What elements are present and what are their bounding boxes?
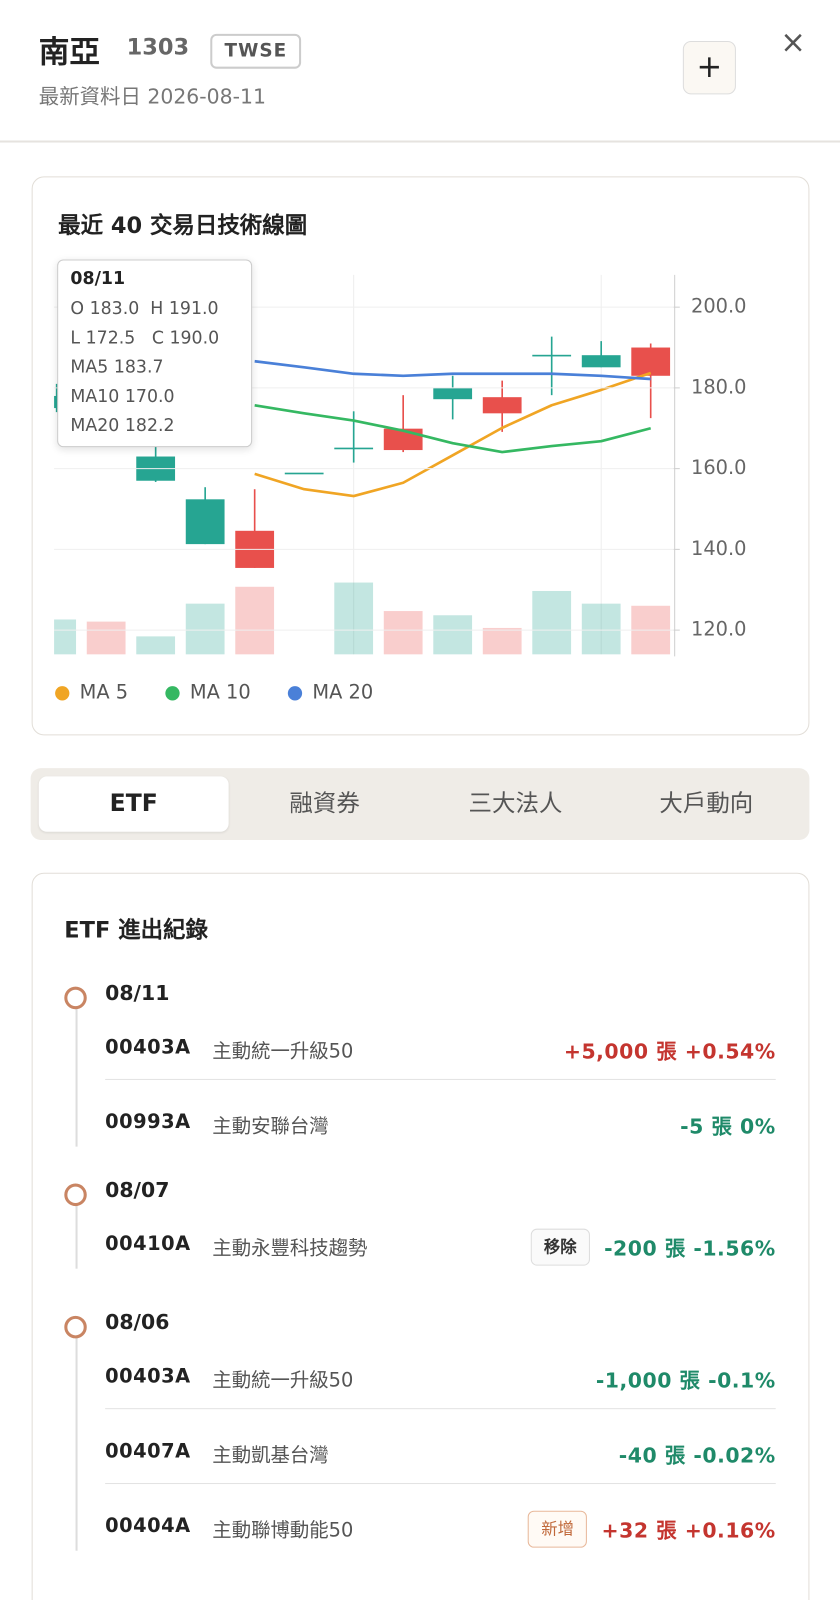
etf-code: 00403A <box>105 1365 191 1388</box>
tab[interactable]: ETF <box>38 776 229 832</box>
tooltip-line: O 183.0 H 191.0 <box>70 298 219 319</box>
candlestick-chart: 120.0 140.0 160.0 180.0 200.0 <box>54 274 746 657</box>
y-tick-label: 140.0 <box>691 537 746 560</box>
etf-row: 00403A 主動統一升級50 -1,000 張 -0.1% <box>105 1357 776 1398</box>
etf-code: 00993A <box>105 1110 191 1134</box>
candle-body <box>284 472 324 475</box>
timeline-line <box>75 1008 78 1147</box>
ma-line <box>254 359 651 381</box>
etf-row: 00404A 主動聯博動能50 +32 張 +0.16% 新增 <box>105 1507 776 1548</box>
group-date: 08/07 <box>105 1177 170 1203</box>
candle-body <box>185 499 225 545</box>
tooltip-line: MA5 183.7 <box>70 356 164 378</box>
header-divider <box>0 140 840 143</box>
candle-body <box>334 447 374 450</box>
volume-bar <box>235 586 275 655</box>
row-divider <box>105 1483 776 1485</box>
etf-card <box>31 872 810 1600</box>
legend-label: MA 20 <box>312 680 374 704</box>
plot-area <box>54 336 671 655</box>
volume-bar <box>334 582 374 655</box>
etf-name: 主動統一升級50 <box>212 1369 354 1392</box>
ma-line <box>254 403 652 454</box>
group-date: 08/11 <box>105 980 170 1006</box>
etf-change: -1,000 張 -0.1% <box>595 1368 776 1393</box>
candle-body <box>631 347 671 376</box>
candle-body <box>433 387 473 400</box>
legend-swatch <box>287 686 303 701</box>
tab[interactable]: 大戶動向 <box>659 790 754 818</box>
volume-bar <box>136 636 176 655</box>
etf-name: 主動安聯台灣 <box>212 1114 329 1138</box>
volume-bar <box>532 590 572 655</box>
volume-bar <box>433 615 473 655</box>
etf-code: 00410A <box>105 1232 191 1256</box>
etf-row: 00407A 主動凱基台灣 -40 張 -0.02% <box>105 1432 776 1473</box>
tooltip-date: 08/11 <box>70 268 126 290</box>
etf-row: 00403A 主動統一升級50 +5,000 張 +0.54% <box>105 1028 776 1069</box>
latest-date: 最新資料日 2026-08-11 <box>38 84 266 109</box>
stock-name: 南亞 <box>38 34 101 71</box>
stock-code: 1303 <box>126 34 190 61</box>
timeline-line <box>75 1337 78 1551</box>
etf-change: -5 張 0% <box>680 1113 776 1139</box>
etf-tag: 移除 <box>530 1228 590 1266</box>
volume-bar <box>581 603 621 655</box>
tab-bar: ETF 融資券 三大法人 大戶動向 <box>30 768 810 840</box>
etf-tag: 新增 <box>528 1510 588 1548</box>
timeline-line <box>75 1205 78 1269</box>
legend-label: MA 5 <box>79 680 129 704</box>
add-button[interactable]: + <box>682 41 736 95</box>
timeline-dot <box>64 1315 87 1339</box>
tab[interactable]: 融資券 <box>289 790 360 818</box>
tab[interactable]: 三大法人 <box>468 790 563 818</box>
etf-change: -40 張 -0.02% <box>618 1443 776 1468</box>
tooltip-line: MA20 182.2 <box>70 415 175 436</box>
y-tick-label: 200.0 <box>691 295 746 318</box>
tooltip: 08/11 O 183.0 H 191.0 L 172.5 C 190.0 MA5 … <box>57 259 253 448</box>
etf-name: 主動凱基台灣 <box>212 1444 329 1467</box>
etf-change: -200 張 -1.56% <box>604 1235 776 1261</box>
etf-name: 主動統一升級50 <box>212 1039 354 1063</box>
candle-body <box>482 397 522 414</box>
row-divider <box>105 1078 776 1080</box>
timeline-dot <box>64 986 87 1010</box>
legend-swatch <box>55 686 70 701</box>
etf-code: 00407A <box>105 1439 191 1463</box>
candle-body <box>581 355 621 368</box>
exchange-badge: TWSE <box>210 33 302 69</box>
row-divider <box>105 1408 776 1410</box>
volume-bar <box>185 603 225 655</box>
etf-code: 00404A <box>105 1514 191 1538</box>
chart-title: 最近 40 交易日技術線圖 <box>58 213 308 239</box>
etf-name: 主動永豐科技趨勢 <box>212 1236 368 1260</box>
y-tick-label: 180.0 <box>691 375 746 398</box>
volume-bar <box>54 619 77 655</box>
ma-line <box>254 371 652 498</box>
y-tick-label: 160.0 <box>691 456 746 479</box>
volume-bar <box>482 627 522 655</box>
close-button[interactable]: × <box>780 24 806 61</box>
etf-row: 00410A 主動永豐科技趨勢 -200 張 -1.56% 移除 <box>105 1225 776 1266</box>
etf-row: 00993A 主動安聯台灣 -5 張 0% <box>105 1103 776 1144</box>
legend-label: MA 10 <box>189 680 251 704</box>
etf-name: 主動聯博動能50 <box>212 1518 354 1542</box>
volume-bar <box>86 621 126 655</box>
tooltip-line: L 172.5 C 190.0 <box>70 327 220 349</box>
tooltip-line: MA10 170.0 <box>70 386 175 407</box>
group-date: 08/06 <box>105 1309 170 1335</box>
y-tick-label: 120.0 <box>691 618 746 641</box>
timeline-dot <box>64 1183 87 1207</box>
etf-code: 00403A <box>105 1035 191 1059</box>
etf-title: ETF 進出紀錄 <box>64 917 208 944</box>
volume-bar <box>383 611 423 655</box>
legend-swatch <box>165 686 180 701</box>
candle-body <box>532 354 572 357</box>
etf-change: +5,000 張 +0.54% <box>563 1038 776 1064</box>
etf-change: +32 張 +0.16% <box>601 1517 776 1543</box>
